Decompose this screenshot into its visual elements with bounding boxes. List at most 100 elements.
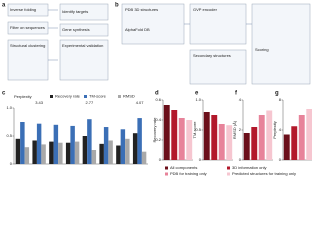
bar — [306, 109, 312, 160]
y-tick-label: 0 — [239, 157, 242, 162]
bar — [24, 147, 30, 164]
bar — [137, 118, 142, 164]
box — [59, 23, 109, 37]
y-tick-label: 1.0 — [6, 105, 12, 110]
bar — [258, 115, 265, 160]
y-tick-label: 8 — [279, 97, 282, 102]
step: Filter on sequences — [10, 25, 45, 30]
box — [121, 3, 185, 45]
legend-swatch — [165, 166, 168, 170]
bar — [171, 110, 178, 160]
legend-swatch — [165, 172, 168, 176]
box — [189, 3, 247, 45]
bar — [298, 115, 305, 160]
y-tick-label: 4 — [279, 127, 282, 132]
bar — [116, 145, 121, 164]
bar — [203, 112, 210, 160]
bar — [20, 122, 25, 164]
step: Inverse folding — [10, 7, 36, 12]
y-axis-label: TM-score — [192, 121, 197, 139]
bar — [243, 133, 250, 160]
y-axis-label: RMSD (Å) — [232, 120, 237, 139]
y-tick-label: 0 — [199, 157, 202, 162]
bar — [266, 110, 273, 160]
bar — [186, 120, 193, 160]
legend-label: TM-score — [89, 94, 107, 99]
bar — [41, 144, 46, 164]
box — [7, 39, 49, 81]
legend-label: Recovery rate — [55, 94, 81, 99]
y-tick-label: 0 — [279, 157, 282, 162]
bar — [291, 126, 298, 160]
bar — [99, 143, 104, 164]
y-tick-label: 1.0 — [195, 97, 201, 102]
box — [251, 3, 311, 85]
y-axis-label: Perplexity — [272, 121, 277, 139]
legend-swatch — [227, 166, 230, 170]
bar — [65, 142, 71, 164]
y-tick-label: 4 — [239, 97, 242, 102]
legend-swatch — [84, 95, 87, 98]
bar — [218, 124, 225, 160]
step: Experimental validation — [62, 43, 103, 48]
y-tick-label: 0 — [10, 161, 13, 166]
panel-label: d — [155, 91, 159, 97]
panel-label: e — [195, 91, 199, 97]
label: Secondary structures — [193, 53, 231, 58]
bar — [211, 115, 218, 160]
bar — [141, 151, 147, 164]
legend-swatch — [227, 172, 230, 176]
bar — [53, 124, 59, 164]
label: PDB 3D structures — [125, 7, 158, 12]
arrow — [48, 9, 58, 61]
bar — [74, 141, 80, 164]
label: Scoring — [255, 47, 269, 52]
y-tick-label: 0 — [159, 157, 162, 162]
bar — [103, 127, 109, 164]
step: Identify targets — [62, 9, 88, 14]
annotation: 3.43 — [35, 100, 44, 105]
y-tick-label: 2 — [239, 127, 242, 132]
y-tick-label: 0.6 — [155, 97, 161, 102]
bar — [108, 140, 113, 164]
bar — [125, 138, 130, 164]
bar — [49, 141, 54, 164]
label: GVP encoder — [193, 7, 218, 12]
bar — [15, 138, 21, 164]
bar — [70, 125, 75, 164]
chart-title: Perplexity — [14, 94, 32, 99]
figure: a Inverse folding Filter on sequences St… — [2, 3, 312, 176]
bar — [32, 140, 37, 164]
label: AlphaFold DB — [125, 27, 150, 32]
bar — [58, 142, 63, 164]
bar — [226, 125, 233, 160]
step: Gene synthesis — [62, 27, 90, 32]
bar — [132, 133, 138, 164]
box — [59, 39, 109, 81]
legend-swatch — [50, 95, 53, 98]
panel-label: a — [2, 3, 6, 9]
bar — [163, 105, 170, 160]
step: Structural clustering — [10, 43, 45, 48]
bar — [36, 123, 42, 164]
legend-label: 3D information only — [232, 165, 266, 170]
y-tick-label: 0.5 — [195, 127, 201, 132]
panel-label: f — [235, 91, 238, 97]
bar — [91, 150, 97, 164]
box — [189, 49, 247, 85]
legend-label: Predicted structures for training only — [232, 171, 296, 176]
annotation: 2.77 — [85, 100, 94, 105]
y-axis-label: Recovery rate — [152, 117, 157, 143]
y-tick-label: 0.5 — [6, 133, 12, 138]
y-tick-label: 0.4 — [155, 117, 161, 122]
panel-label: g — [275, 91, 279, 97]
legend-swatch — [118, 95, 121, 98]
legend-label: PDB for training only — [170, 171, 207, 176]
bar — [87, 119, 92, 164]
panel-label: c — [2, 91, 6, 97]
bar — [178, 118, 185, 160]
annotation: 4.07 — [136, 100, 145, 105]
legend-label: RMSD — [123, 94, 135, 99]
bar — [120, 129, 126, 164]
y-tick-label: 0.2 — [155, 137, 161, 142]
